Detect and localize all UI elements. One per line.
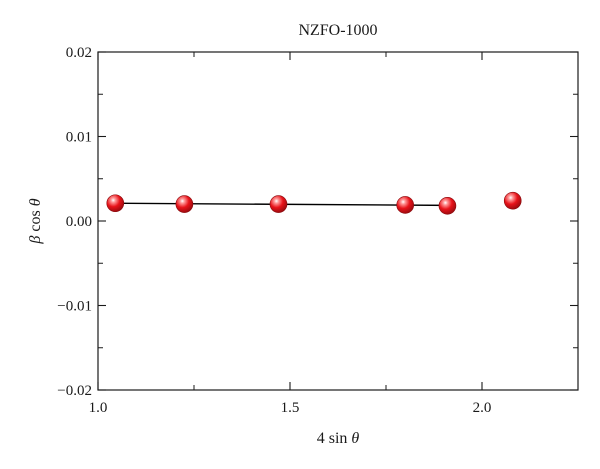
plot-frame: [97, 51, 579, 391]
data-point: [175, 195, 194, 213]
data-point: [503, 191, 522, 210]
x-tick-label: 2.0: [473, 400, 492, 416]
y-axis-label-beta: β: [27, 236, 44, 245]
x-axis-label-theta: θ: [351, 430, 359, 447]
y-axis-label-cos: cos: [27, 206, 44, 235]
y-axis-label: β cos θ: [27, 198, 44, 244]
y-tick-label: −0.02: [57, 383, 92, 399]
y-tick-label: −0.01: [57, 299, 92, 315]
y-tick-label: 0.01: [66, 130, 92, 146]
x-tick-label: 1.5: [281, 400, 300, 416]
y-axis-label-theta: θ: [27, 198, 44, 206]
ticks-layer: −0.02 −0.01 0.00 0.01 0.02 1.0 1.5 2.0: [57, 45, 578, 416]
data-point: [396, 196, 415, 214]
y-tick-label: 0.02: [66, 45, 92, 61]
x-tick-label: 1.0: [89, 400, 108, 416]
data-point: [106, 194, 125, 213]
data-point: [438, 196, 457, 215]
x-axis-label: 4 sin θ: [317, 430, 360, 447]
data-point: [269, 195, 288, 213]
points-layer: [106, 191, 522, 215]
x-axis-label-text: 4 sin: [317, 430, 352, 447]
y-tick-label: 0.00: [66, 214, 92, 230]
chart-title: NZFO-1000: [298, 22, 377, 39]
